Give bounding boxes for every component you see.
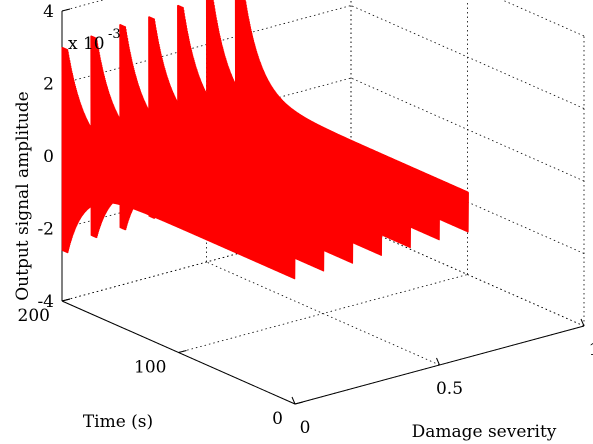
tick-labels: 0 0.5 1 0 100 200-4 -2 0 2 4 — [18, 2, 593, 438]
z-scale-base: x 10 — [68, 34, 105, 54]
series-traces — [61, 0, 469, 280]
z-tick-label: -4 — [37, 292, 54, 312]
z-tick-mark — [61, 298, 71, 302]
y-tick-label: 100 — [134, 358, 166, 378]
y-tick-label: 200 — [18, 306, 50, 326]
z-tick-mark — [61, 8, 71, 12]
z-tick-label: 0 — [43, 147, 54, 167]
x-tick-mark — [436, 357, 440, 366]
floor-gridline — [178, 274, 468, 353]
z-tick-label: 4 — [43, 2, 54, 22]
x-tick-mark — [291, 396, 296, 405]
x-tick-label: 0.5 — [436, 379, 463, 399]
side-wall-gridline — [350, 222, 585, 327]
z-tick-label: -2 — [37, 220, 54, 240]
x-tick-label: 0 — [300, 418, 311, 438]
side-wall-gridline — [350, 5, 585, 109]
y-tick-mark — [294, 401, 304, 405]
z-tick-label: 2 — [43, 75, 54, 95]
x-axis-label: Damage severity — [412, 422, 557, 442]
side-wall-gridline — [350, 77, 585, 182]
x-tick-mark — [580, 318, 585, 327]
back-wall-gridline — [61, 222, 352, 302]
y-tick-mark — [178, 350, 187, 353]
z-axis-label: Output signal amplitude — [13, 91, 33, 301]
series-trace-7 — [234, 0, 469, 233]
z-scale-exponent: -3 — [108, 27, 121, 42]
y-tick-label: 0 — [272, 409, 283, 429]
y-axis-label: Time (s) — [83, 412, 153, 432]
x-tick-label: 1 — [589, 340, 593, 360]
